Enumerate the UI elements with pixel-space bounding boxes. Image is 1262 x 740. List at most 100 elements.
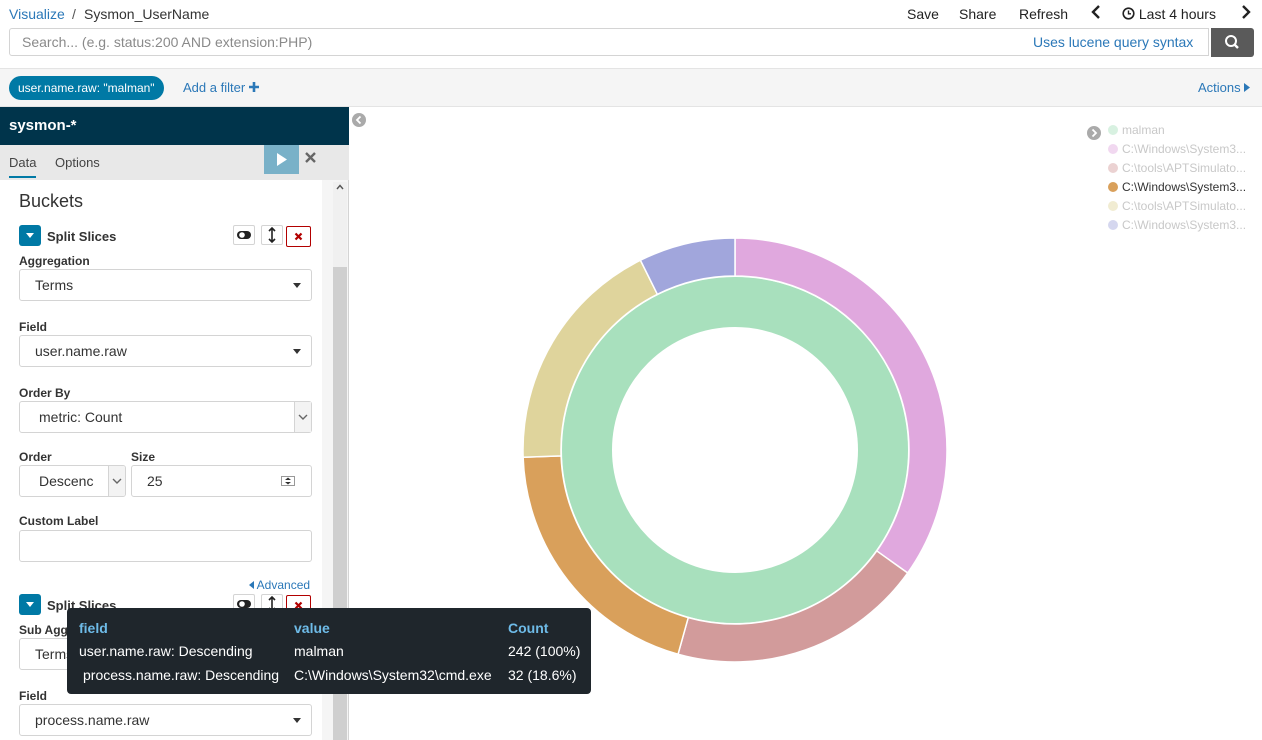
refresh-button[interactable]: Refresh <box>1019 6 1069 22</box>
plus-icon <box>248 82 259 92</box>
legend-label: C:\Windows\System3... <box>1122 142 1247 156</box>
legend-color-dot <box>1108 163 1118 173</box>
agg-title: Split Slices <box>47 229 117 244</box>
add-filter-button[interactable]: Add a filter <box>183 80 259 95</box>
toggle-agg-button[interactable] <box>233 225 255 245</box>
dropdown-caret-icon <box>293 349 301 354</box>
scroll-up-arrow-icon[interactable] <box>336 184 344 190</box>
aggregation-value: Terms <box>35 277 74 293</box>
search-input[interactable] <box>9 28 1209 56</box>
chart-tooltip: field value Count user.name.raw: Descend… <box>67 608 591 694</box>
filter-bar: user.name.raw: "malman" Add a filter Act… <box>0 68 1262 107</box>
order-label: Order <box>19 450 52 464</box>
legend-color-dot <box>1108 220 1118 230</box>
dropdown-caret-icon <box>293 718 301 723</box>
breadcrumb-separator: / <box>72 6 76 22</box>
caret-right-icon <box>1244 83 1251 92</box>
legend-color-dot <box>1108 201 1118 211</box>
order-value: Descenc <box>39 473 94 489</box>
save-button[interactable]: Save <box>907 6 939 22</box>
remove-icon <box>294 601 303 610</box>
buckets-heading: Buckets <box>19 191 84 211</box>
clock-icon <box>1122 7 1135 20</box>
time-forward-button[interactable] <box>1240 4 1252 23</box>
legend-item[interactable]: C:\Windows\System3... <box>1108 142 1246 156</box>
dropdown-caret-icon <box>293 283 301 288</box>
breadcrumb-visualize-link[interactable]: Visualize <box>9 6 65 22</box>
chevron-left-icon <box>1091 5 1100 19</box>
custom-label-label: Custom Label <box>19 514 99 528</box>
legend-label: malman <box>1122 123 1165 137</box>
lucene-syntax-link[interactable]: Uses lucene query syntax <box>1033 34 1194 50</box>
size-input[interactable]: 25 <box>131 465 312 497</box>
toggle-icon <box>237 600 251 608</box>
field-value: user.name.raw <box>35 343 127 359</box>
legend-item[interactable]: malman <box>1108 123 1165 137</box>
tooltip-row-value: malman <box>294 643 344 659</box>
filter-pill[interactable]: user.name.raw: "malman" <box>9 76 164 100</box>
size-value: 25 <box>147 473 163 489</box>
advanced-toggle-link[interactable]: Advanced <box>249 578 310 592</box>
tooltip-header-field: field <box>79 620 108 636</box>
order-select[interactable]: Descenc <box>19 465 126 497</box>
time-back-button[interactable] <box>1090 4 1102 23</box>
search-button[interactable] <box>1211 28 1254 57</box>
arrows-vertical-icon <box>268 226 276 244</box>
sub-aggregation-value: Terms <box>35 646 74 662</box>
orderby-select[interactable]: metric: Count <box>19 401 312 433</box>
legend-item[interactable]: C:\Windows\System3... <box>1108 180 1246 194</box>
field-select[interactable]: user.name.raw <box>19 335 312 367</box>
field-select[interactable]: process.name.raw <box>19 704 312 736</box>
discard-changes-button[interactable] <box>305 150 316 167</box>
remove-icon <box>294 232 303 241</box>
caret-down-icon <box>26 233 34 238</box>
orderby-label: Order By <box>19 386 71 400</box>
select-arrow-box <box>294 402 311 432</box>
advanced-label: Advanced <box>256 578 311 592</box>
time-range-label: Last 4 hours <box>1138 6 1216 22</box>
legend-label: C:\tools\APTSimulato... <box>1122 199 1247 213</box>
page-title: Sysmon_UserName <box>84 6 210 22</box>
apply-changes-button[interactable] <box>264 145 299 174</box>
actions-menu-button[interactable]: Actions <box>1198 80 1251 95</box>
reorder-agg-button[interactable] <box>261 225 283 245</box>
toggle-legend-icon[interactable] <box>1087 126 1101 140</box>
legend-item[interactable]: C:\tools\APTSimulato... <box>1108 161 1246 175</box>
collapse-agg-button[interactable] <box>19 594 41 615</box>
aggregation-select[interactable]: Terms <box>19 269 312 301</box>
close-icon <box>305 152 316 163</box>
chevron-down-icon <box>298 414 308 420</box>
tab-data[interactable]: Data <box>9 155 37 178</box>
toggle-icon <box>237 231 251 239</box>
tab-options[interactable]: Options <box>55 155 100 170</box>
size-label: Size <box>131 450 156 464</box>
custom-label-input[interactable] <box>19 530 312 562</box>
time-picker-button[interactable]: Last 4 hours <box>1122 6 1216 22</box>
search-icon <box>1225 35 1239 49</box>
share-button[interactable]: Share <box>959 6 997 22</box>
legend-color-dot <box>1108 125 1118 135</box>
tooltip-row-value: C:\Windows\System32\cmd.exe <box>294 667 492 683</box>
legend-item[interactable]: C:\Windows\System3... <box>1108 218 1246 232</box>
tooltip-header-count: Count <box>508 620 549 636</box>
tooltip-row-field: user.name.raw: Descending <box>79 643 253 659</box>
remove-agg-button[interactable] <box>286 226 311 247</box>
field-value: process.name.raw <box>35 712 150 728</box>
collapse-sidebar-icon[interactable] <box>352 113 366 127</box>
aggregation-label: Aggregation <box>19 254 90 268</box>
pie-slice-inner[interactable] <box>562 277 908 623</box>
actions-label: Actions <box>1198 80 1241 95</box>
editor-tabs: Data Options <box>0 145 349 180</box>
tooltip-row-count: 32 (18.6%) <box>508 667 577 683</box>
orderby-value: metric: Count <box>39 409 123 425</box>
legend-item[interactable]: C:\tools\APTSimulato... <box>1108 199 1246 213</box>
legend-label: C:\Windows\System3... <box>1122 218 1247 232</box>
collapse-agg-button[interactable] <box>19 225 41 246</box>
caret-down-icon <box>26 602 34 607</box>
stepper-icon[interactable] <box>281 476 295 486</box>
pie-slice-outer[interactable] <box>639 237 736 296</box>
field-label: Field <box>19 320 48 334</box>
pie-chart[interactable] <box>349 107 1262 740</box>
chevron-down-icon <box>112 478 122 484</box>
chevron-right-icon <box>1242 5 1251 19</box>
